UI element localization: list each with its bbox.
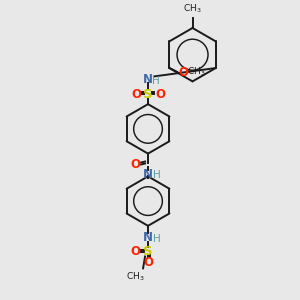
Text: N: N <box>143 73 153 86</box>
Text: CH$_3$: CH$_3$ <box>126 271 145 284</box>
Text: N: N <box>143 231 153 244</box>
Text: CH$_3$: CH$_3$ <box>187 66 206 78</box>
Text: O: O <box>130 245 140 258</box>
Text: S: S <box>143 88 153 101</box>
Text: O: O <box>130 158 140 171</box>
Text: H: H <box>152 76 160 86</box>
Text: O: O <box>178 65 188 79</box>
Text: O: O <box>131 88 141 101</box>
Text: O: O <box>155 88 165 101</box>
Text: S: S <box>143 245 153 258</box>
Text: N: N <box>143 168 153 181</box>
Text: H: H <box>153 234 161 244</box>
Text: H: H <box>153 170 161 180</box>
Text: O: O <box>143 256 153 269</box>
Text: CH$_3$: CH$_3$ <box>183 3 202 15</box>
